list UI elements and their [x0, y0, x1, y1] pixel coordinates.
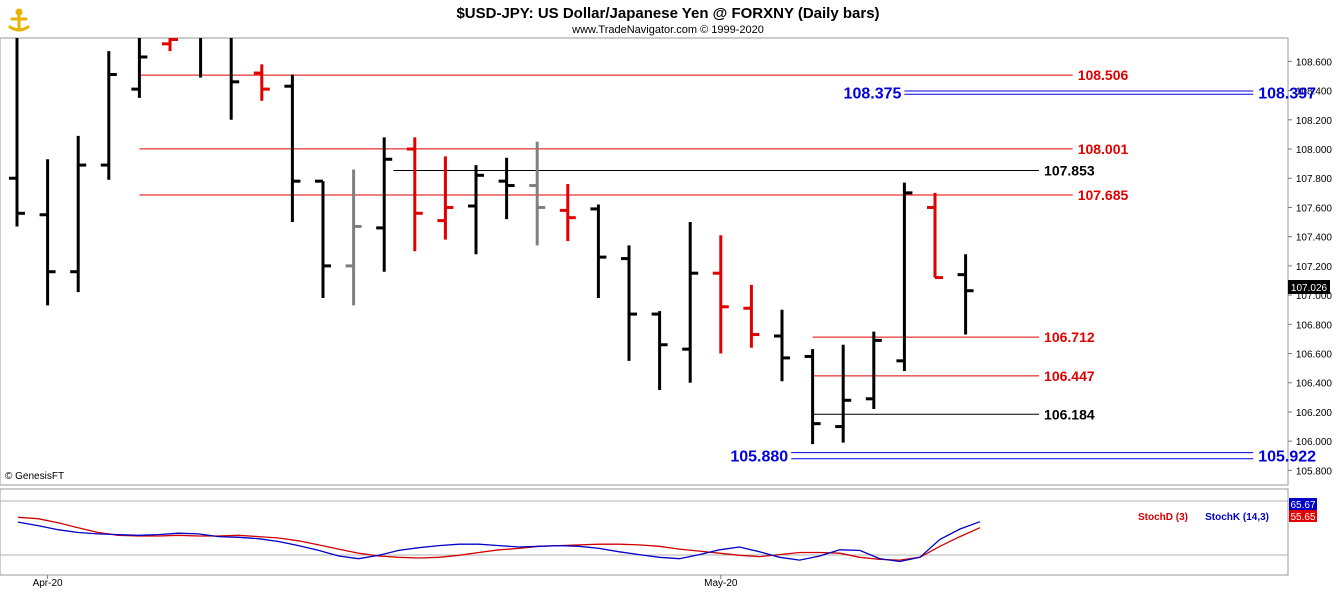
ohlc-bar: [896, 182, 913, 372]
y-tick-label: 107.400: [1296, 233, 1333, 244]
ohlc-bar: [39, 159, 56, 306]
last-price-badge: 107.026: [1288, 280, 1330, 294]
ohlc-bar: [621, 245, 637, 361]
level-label: 106.712: [1044, 329, 1095, 345]
y-tick-label: 106.200: [1296, 408, 1333, 419]
level-label: 106.184: [1044, 406, 1095, 422]
y-axis: 105.800 106.000 106.200 106.400 106.600 106.8…: [1288, 57, 1332, 477]
ohlc-bar: [284, 74, 301, 223]
ohlc-bar: [253, 64, 270, 101]
ohlc-bar: [835, 344, 852, 443]
level-label: 107.853: [1044, 162, 1095, 178]
bars-layer: [9, 38, 974, 445]
ohlc-bar: [468, 165, 484, 255]
levels-layer: 108.506 108.001 107.853 107.685 106.712 106.4…: [139, 67, 1316, 466]
y-tick-label: 107.600: [1296, 203, 1333, 214]
ohlc-bar: [376, 137, 393, 272]
y-tick-label: 105.800: [1296, 466, 1333, 477]
ohlc-bar: [712, 235, 729, 354]
ohlc-bar: [774, 309, 790, 382]
svg-text:65.67: 65.67: [1290, 500, 1315, 511]
level-label: 108.001: [1078, 141, 1129, 157]
y-tick-label: 106.600: [1296, 350, 1333, 361]
ohlc-bar: [199, 38, 203, 78]
ohlc-bar: [529, 141, 546, 246]
ohlc-bar: [437, 156, 454, 240]
ohlc-bar: [743, 284, 760, 348]
stoch-series-line: [17, 516, 981, 561]
chart-title: $USD-JPY: US Dollar/Japanese Yen @ FORXN…: [456, 5, 879, 22]
level-label: 106.447: [1044, 368, 1095, 384]
logo-icon: [4, 4, 34, 32]
ohlc-bar: [590, 204, 607, 299]
ohlc-bar: [957, 254, 974, 335]
y-tick-label: 108.600: [1296, 57, 1333, 68]
ohlc-bar: [651, 311, 668, 391]
ohlc-bar: [682, 222, 699, 383]
svg-text:55.65: 55.65: [1290, 512, 1315, 523]
chart-subtitle: www.TradeNavigator.com © 1999-2020: [571, 24, 764, 36]
level-label: 107.685: [1078, 187, 1129, 203]
ohlc-bar: [100, 51, 117, 180]
ohlc-bar: [406, 137, 423, 252]
ohlc-bar: [498, 157, 515, 220]
y-tick-label: 108.400: [1296, 87, 1333, 98]
x-axis: Apr-20 May-20: [33, 575, 738, 589]
y-tick-label: 108.000: [1296, 145, 1333, 156]
legend-stochd: StochD (3): [1138, 512, 1188, 523]
band-label-low: 108.375: [844, 86, 902, 103]
x-tick-label: Apr-20: [33, 578, 63, 589]
band-label-low: 105.880: [730, 449, 788, 466]
stochk-value-badge: 65.67: [1289, 498, 1317, 511]
ohlc-bar: [162, 38, 178, 52]
y-tick-label: 106.000: [1296, 437, 1333, 448]
credit-text: © GenesisFT: [5, 471, 64, 482]
x-tick-label: May-20: [704, 578, 738, 589]
stochastic-layer: [17, 516, 981, 563]
ohlc-bar: [345, 169, 362, 306]
y-tick-label: 108.200: [1296, 116, 1333, 127]
ohlc-bar: [865, 331, 882, 410]
ohlc-bar: [131, 38, 148, 98]
ohlc-bar: [70, 135, 87, 293]
y-tick-label: 106.400: [1296, 379, 1333, 390]
y-tick-label: 107.800: [1296, 174, 1333, 185]
y-tick-label: 106.800: [1296, 320, 1333, 331]
ohlc-bar: [804, 349, 821, 445]
stoch-series-line: [17, 521, 981, 563]
ohlc-bar: [315, 179, 331, 299]
band-label-high: 105.922: [1258, 449, 1316, 466]
stochd-value-badge: 55.65: [1289, 510, 1317, 523]
y-tick-label: 107.000: [1296, 291, 1333, 302]
ohlc-bar: [9, 38, 25, 227]
stochastic-panel: [0, 488, 1289, 576]
legend-stochk: StochK (14,3): [1205, 512, 1269, 523]
ohlc-bar: [229, 38, 240, 120]
band-label-high: 108.397: [1258, 86, 1316, 103]
y-tick-label: 107.200: [1296, 262, 1333, 273]
ohlc-bar: [927, 192, 943, 280]
svg-text:107.026: 107.026: [1291, 283, 1328, 294]
ohlc-bar: [559, 184, 576, 242]
level-label: 108.506: [1078, 67, 1129, 83]
